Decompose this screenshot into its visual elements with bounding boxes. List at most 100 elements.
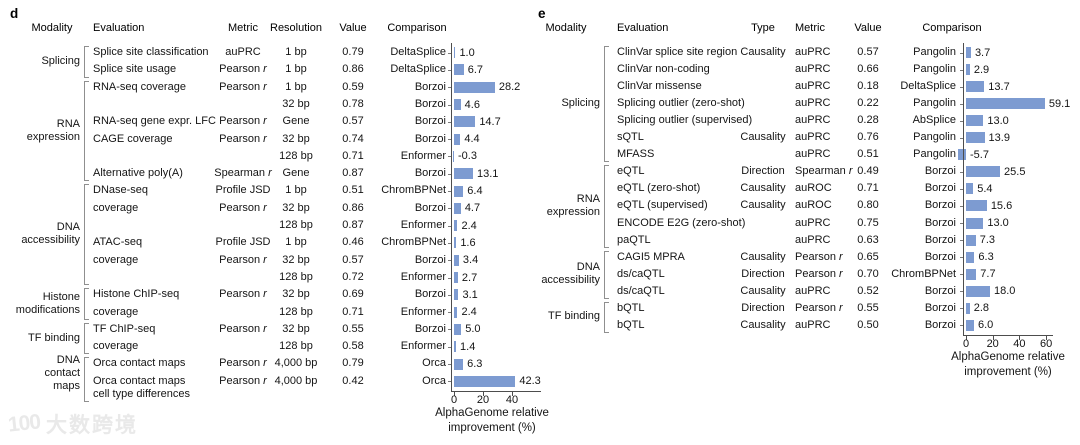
row-comparison: DeltaSplice: [900, 80, 956, 93]
bar-value-label: 6.0: [978, 319, 994, 332]
improvement-bar: [966, 166, 1001, 178]
row-value: 0.79: [342, 46, 364, 58]
improvement-bar: [454, 306, 458, 318]
bar-value-label: 3.4: [462, 254, 479, 267]
improvement-bar: [454, 220, 458, 232]
row-value: 0.55: [857, 301, 879, 314]
row-comparison: Orca: [422, 374, 446, 387]
row-evaluation: paQTL: [617, 233, 651, 246]
modality-label: DNA contact maps: [0, 354, 80, 393]
row-comparison: Enformer: [400, 219, 446, 231]
modality-label: TF binding: [0, 332, 80, 345]
modality-label-line: RNA: [56, 117, 80, 130]
row-evaluation: ClinVar non-coding: [617, 63, 710, 76]
row-evaluation: sQTL: [617, 131, 644, 144]
bar-value-label: 15.6: [990, 199, 1013, 212]
row-type: Causality: [740, 46, 786, 58]
modality-label: DNA accessibility: [0, 221, 80, 247]
row-axis-tick: [448, 122, 451, 123]
row-metric: Pearson r: [795, 267, 843, 280]
row-axis-tick: [960, 206, 963, 207]
improvement-bar: [453, 150, 454, 162]
row-axis-tick: [960, 325, 963, 326]
column-header: Comparison: [387, 22, 447, 34]
row-value: 0.71: [857, 182, 879, 195]
row-comparison: Pangolin: [913, 97, 956, 110]
row-value: 0.57: [342, 253, 364, 266]
bar-value-label: 4.6: [464, 98, 480, 111]
row-type: [730, 112, 796, 129]
improvement-bar: [966, 319, 974, 331]
row-resolution: 128 bp: [279, 149, 313, 162]
row-resolution: Gene: [282, 115, 310, 128]
row-evaluation: Alternative poly(A): [93, 167, 183, 180]
row-comparison: Pangolin: [913, 63, 956, 76]
row-type: [730, 215, 796, 232]
row-axis-tick: [960, 240, 963, 241]
x-axis-tick: [1019, 336, 1021, 340]
row-evaluation: eQTL (zero-shot): [617, 182, 701, 195]
improvement-bar: [454, 341, 457, 353]
row-value: 0.55: [342, 322, 364, 335]
row-comparison: Borzoi: [924, 284, 956, 297]
improvement-bar: [966, 98, 1045, 110]
row-axis-tick: [960, 70, 963, 71]
row-axis-tick: [960, 308, 963, 309]
row-resolution: 32 bp: [282, 97, 310, 110]
row-metric: auROC: [795, 199, 832, 212]
column-header: Value: [854, 22, 882, 34]
modality-label-line: expression: [546, 205, 600, 218]
modality-bracket: [84, 322, 89, 355]
row-resolution: 1 bp: [285, 184, 307, 197]
row-evaluation: TF ChIP-seq: [93, 322, 156, 335]
improvement-bar: [454, 81, 495, 93]
row-value: 0.71: [342, 305, 364, 318]
row-resolution: 1 bp: [285, 63, 307, 76]
row-axis-tick: [960, 104, 963, 105]
bar-value-label: 18.0: [994, 285, 1016, 298]
x-axis-title-line: AlphaGenome relative: [435, 407, 549, 419]
row-value: 0.63: [857, 233, 879, 246]
row-evaluation: MFASS: [617, 148, 655, 161]
row-evaluation: eQTL: [617, 165, 645, 178]
row-comparison: Borzoi: [414, 115, 446, 128]
bar-value-label: 59.1: [1048, 97, 1071, 110]
column-header: Evaluation: [93, 22, 145, 34]
bar-value-label: 7.3: [979, 234, 996, 247]
column-header: Metric: [795, 22, 825, 34]
row-evaluation: coverage: [93, 305, 139, 318]
column-header: Type: [751, 22, 775, 34]
row-evaluation: ClinVar splice site region: [617, 46, 738, 58]
row-axis-tick: [448, 208, 451, 209]
x-axis-tick: [512, 392, 513, 396]
watermark: 100 大数跨境: [7, 409, 138, 439]
row-type: [730, 232, 796, 249]
row-value: 0.42: [342, 374, 364, 387]
row-evaluation: bQTL: [617, 318, 645, 331]
x-axis-tick-label: 0: [450, 394, 458, 406]
row-axis-tick: [448, 278, 451, 279]
row-metric: auPRC: [795, 216, 831, 229]
row-value: 0.78: [342, 97, 364, 110]
improvement-bar: [454, 375, 516, 387]
row-value: 0.87: [342, 167, 364, 180]
column-header: Modality: [545, 22, 587, 34]
improvement-bar: [454, 185, 464, 197]
row-metric: Pearson r: [219, 80, 267, 93]
row-metric: Pearson r: [795, 301, 843, 314]
x-axis-tick-label: 0: [962, 338, 970, 350]
row-evaluation: Orca contact maps: [93, 374, 186, 387]
chart-x-axis-line: [451, 391, 541, 392]
row-axis-tick: [448, 191, 451, 192]
improvement-bar: [966, 47, 971, 59]
row-metric: Pearson r: [795, 250, 843, 263]
modality-label-line: accessibility: [21, 234, 80, 247]
improvement-bar: [454, 133, 461, 145]
row-value: 0.51: [342, 184, 364, 197]
bar-value-label: 42.3: [519, 375, 541, 388]
bar-value-label: 14.7: [479, 115, 501, 128]
modality-label-line: RNA: [576, 192, 600, 205]
row-axis-tick: [448, 329, 451, 330]
row-type: Direction: [741, 267, 785, 280]
